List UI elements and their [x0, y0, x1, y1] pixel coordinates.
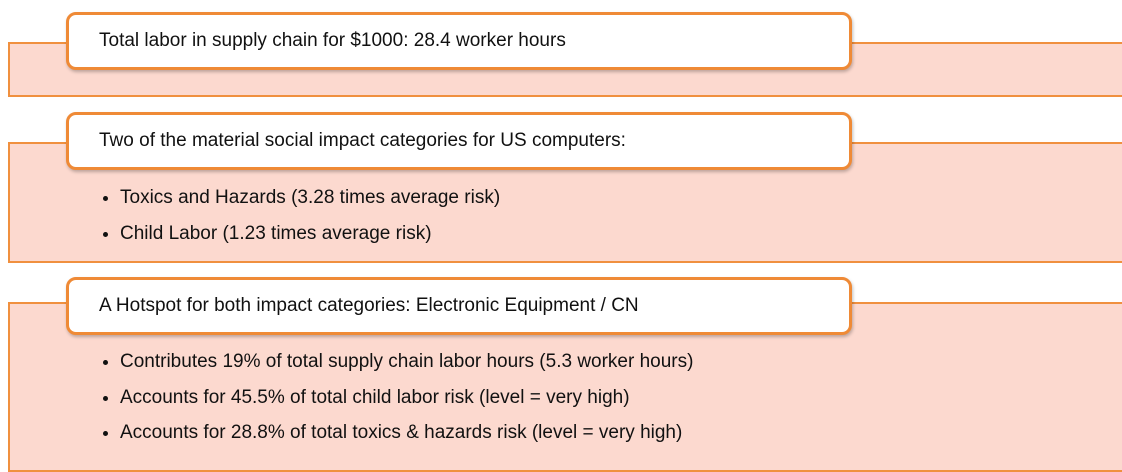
- bullet: Accounts for 28.8% of total toxics & haz…: [120, 415, 693, 451]
- bullet: Accounts for 45.5% of total child labor …: [120, 380, 693, 416]
- bullet-list: Contributes 19% of total supply chain la…: [98, 344, 693, 451]
- panel-title: Total labor in supply chain for $1000: 2…: [66, 12, 852, 70]
- panel-title: A Hotspot for both impact categories: El…: [66, 277, 852, 335]
- bullet-list: Toxics and Hazards (3.28 times average r…: [98, 180, 500, 251]
- bullet: Toxics and Hazards (3.28 times average r…: [120, 180, 500, 216]
- panel-title: Two of the material social impact catego…: [66, 112, 852, 170]
- slide: {"panels": [ {"title": "Total labor in s…: [0, 0, 1122, 461]
- bullet: Child Labor (1.23 times average risk): [120, 216, 500, 252]
- bullet: Contributes 19% of total supply chain la…: [120, 344, 693, 380]
